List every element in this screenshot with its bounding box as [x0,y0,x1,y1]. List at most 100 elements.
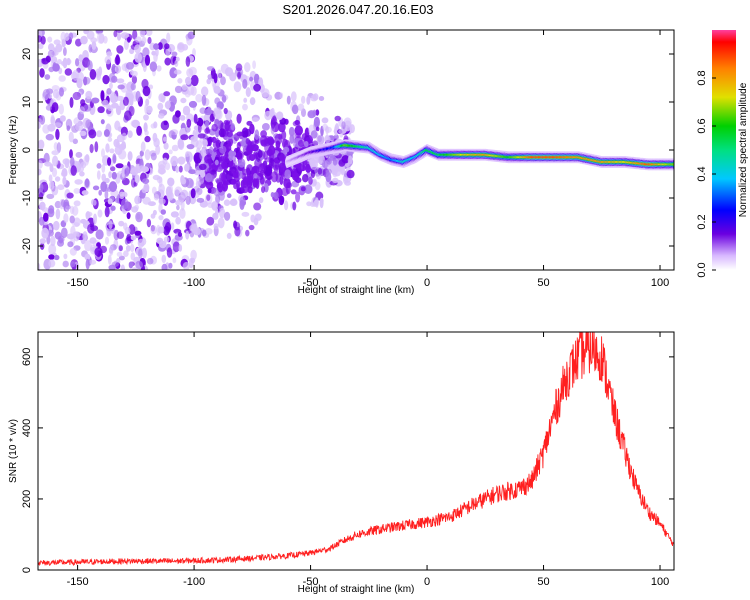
spectrogram-noise-blob [244,128,252,137]
spectrogram-noise-blob [192,48,196,57]
spectrogram-noise-blob [116,78,125,84]
y-tick-label: 200 [21,490,33,508]
spectrogram-noise-blob [147,36,152,45]
spectrogram-noise-blob [50,235,56,247]
spectrogram-noise-blob [347,155,353,165]
spectrogram-noise-blob [43,152,50,164]
spectrogram-noise-blob [124,226,131,235]
spectrogram-noise-blob [163,91,171,97]
spectrogram-noise-blob [257,150,263,158]
spectrogram-noise-blob [220,63,229,74]
spectrogram-noise-blob [212,141,220,149]
spectrogram-noise-blob [217,69,222,80]
spectrogram-noise-blob [300,186,306,192]
spectrogram-noise-blob [310,95,318,102]
spectrogram-noise-blob [206,66,215,71]
colorbar-tick-label: 0.6 [696,118,708,133]
spectrogram-noise-blob [70,156,75,168]
spectrogram-noise-blob [134,195,141,205]
spectrogram-noise-blob [86,30,95,40]
spectrogram-noise-blob [118,220,125,227]
spectrogram-noise-blob [207,136,212,147]
spectrogram-noise-blob [295,191,301,203]
spectrogram-noise-blob [168,149,173,155]
spectrogram-noise-blob [69,149,73,159]
colorbar: 0.0 0.2 0.4 0.6 0.8 Normalized spectral ampl… [696,30,749,278]
spectrogram-noise-blob [118,255,125,261]
spectrogram-noise-blob [306,95,311,105]
spectrogram-noise-blob [83,104,92,112]
spectrogram-noise-blob [166,32,171,43]
spectrogram-noise-blob [334,115,341,122]
spectrogram-noise-blob [124,167,130,177]
spectrogram-noise-blob [51,150,59,156]
spectrogram-noise-blob [43,212,49,222]
spectrogram-noise-blob [305,163,312,173]
spectrogram-noise-blob [146,257,154,265]
spectrogram-noise-blob [283,177,291,189]
spectrogram-noise-blob [135,90,141,102]
spectrogram-noise-blob [302,174,309,183]
spectrogram-noise-blob [242,103,248,111]
spectrogram-noise-blob [276,111,284,120]
spectrogram-noise-blob [193,113,198,124]
spectrogram-noise-blob [114,65,122,74]
spectrogram-noise-blob [38,43,44,50]
spectrogram-noise-blob [281,187,289,197]
spectrogram-noise-blob [174,60,179,67]
spectrogram-noise-blob [245,138,250,145]
spectrogram-noise-blob [200,148,207,157]
colorbar-tick-label: 0.8 [696,70,708,85]
spectrogram-noise-blob [54,122,62,128]
spectrogram-noise-blob [317,167,323,175]
spectrogram-noise-blob [240,186,249,194]
spectrogram-noise-blob [112,155,117,164]
spectrogram-noise-blob [106,51,113,57]
spectrogram-noise-blob [52,62,57,72]
spectrogram-noise-blob [130,167,139,176]
spectrogram-noise-blob [96,32,105,44]
spectrogram-noise-blob [100,119,105,125]
spectrogram-noise-blob [304,184,313,194]
snr-series-line [38,332,674,567]
spectrogram-noise-blob [130,119,139,127]
spectrogram-noise-blob [178,165,183,173]
x-tick-label: -100 [183,277,205,289]
spectrogram-noise-blob [329,155,337,161]
spectrogram-noise-blob [144,54,151,66]
spectrogram-noise-blob [226,232,232,239]
spectrogram-noise-blob [96,70,102,81]
spectrogram-noise-blob [177,232,183,237]
spectrogram-noise-blob [47,123,56,132]
spectrogram-noise-blob [60,31,66,42]
spectrogram-noise-blob [54,254,60,261]
colorbar-tick-label: 0.0 [696,262,708,277]
spectrogram-noise-blob [203,108,213,116]
spectrogram-noise-blob [245,87,251,98]
spectrogram-noise-blob [80,161,87,169]
spectrogram-noise-blob [52,155,59,167]
spectrogram-noise-blob [63,213,69,224]
spectrogram-noise-blob [97,209,103,218]
spectrogram-noise-blob [38,139,45,150]
spectrogram-noise-blob [149,61,158,72]
spectrogram-noise-blob [90,37,98,43]
spectrogram-noise-blob [151,186,157,195]
spectrogram-noise-blob [107,198,113,205]
spectrogram-noise-blob [73,188,81,194]
spectrogram-noise-blob [75,123,84,132]
spectrogram-noise-blob [265,167,272,176]
spectrogram-noise-blob [59,115,66,122]
spectrogram-noise-blob [255,178,260,190]
spectrogram-noise-blob [128,105,135,117]
spectrogram-noise-blob [125,245,131,252]
spectrogram-noise-blob [141,36,147,45]
spectrogram-noise-blob [142,178,150,185]
spectrogram-noise-blob [55,128,60,140]
spectrogram-noise-blob [270,117,276,129]
spectrogram-noise-blob [236,131,244,137]
snr-x-label: Height of straight line (km) [298,584,415,595]
spectrogram-noise-blob [48,43,55,52]
spectrogram-noise-blob [284,200,289,211]
spectrogram-noise-blob [79,130,87,136]
